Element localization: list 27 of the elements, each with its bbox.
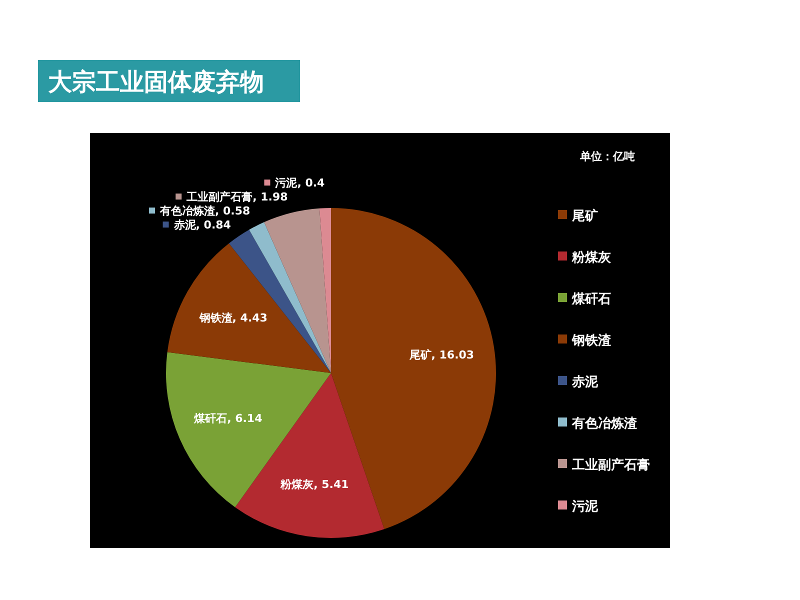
slice-label: 粉煤灰 <box>280 478 315 492</box>
legend-label: 污泥 <box>274 176 298 190</box>
legend-label: 工业副产石膏 <box>186 190 253 204</box>
pie-slice <box>235 373 384 538</box>
data-label: , 1.98 <box>252 190 288 204</box>
data-label: , 16.03 <box>431 348 474 362</box>
legend-label: 尾矿 <box>571 208 598 224</box>
category-label: 污泥 <box>572 500 598 514</box>
legend-label: 有色冶炼渣 <box>159 204 216 218</box>
slice-label: 尾矿 <box>408 348 432 362</box>
data-label: , 0.4 <box>297 176 326 190</box>
legend-label: 煤矸石 <box>571 292 611 307</box>
legend-label: 粉煤灰 <box>571 250 612 266</box>
data-label: , 0.58 <box>215 204 250 218</box>
legend-title: 单位：亿吨 <box>579 150 635 163</box>
data-label: , 5.41 <box>314 478 349 492</box>
data-label: , 6.14 <box>227 412 263 425</box>
category-label: 工业副产石膏 <box>572 458 650 473</box>
slice-label: 煤矸石 <box>193 412 228 425</box>
chart-title: 大宗工业固体废弃物 <box>48 68 264 96</box>
category-label: 有色冶炼渣 <box>572 416 637 432</box>
legend-label: 钢铁渣 <box>571 334 611 348</box>
data-label: , 0.84 <box>196 218 232 232</box>
data-label: , 4.43 <box>232 312 268 325</box>
category-label: 赤泥 <box>572 375 598 390</box>
legend-label: 赤泥 <box>172 218 197 232</box>
slice-label: 钢铁渣 <box>198 312 234 325</box>
